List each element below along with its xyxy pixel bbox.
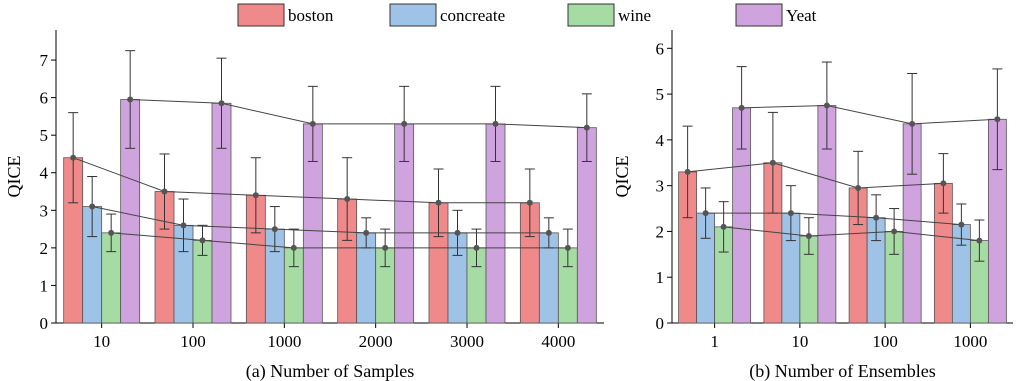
trend-line-concreate bbox=[92, 206, 549, 234]
trend-line-yeat bbox=[130, 98, 587, 129]
y-tick-label: 3 bbox=[656, 177, 665, 196]
legend-swatch-yeat bbox=[735, 3, 783, 27]
legend-swatch-concreate bbox=[389, 3, 437, 27]
trend-line-boston bbox=[687, 162, 944, 189]
trend-point-wine bbox=[720, 223, 727, 230]
trend-point-wine bbox=[891, 228, 898, 235]
y-axis-label: QICE bbox=[4, 156, 24, 198]
y-tick-label: 0 bbox=[656, 314, 665, 333]
y-tick-label: 5 bbox=[656, 85, 665, 104]
y-tick-label: 7 bbox=[40, 51, 49, 70]
trend-line-wine bbox=[111, 232, 568, 249]
trend-point-yeat bbox=[127, 96, 134, 103]
x-tick-label: 2000 bbox=[359, 332, 393, 351]
y-tick-label: 4 bbox=[40, 164, 49, 183]
legend-label-boston: boston bbox=[288, 6, 334, 25]
trend-point-yeat bbox=[218, 100, 225, 107]
trend-point-concreate bbox=[180, 222, 187, 229]
y-tick-label: 2 bbox=[40, 239, 49, 258]
y-axis-label: QICE bbox=[612, 156, 632, 198]
x-axis-label: (a) Number of Samples bbox=[246, 361, 414, 381]
trend-point-concreate bbox=[958, 221, 965, 228]
x-axis-label: (b) Number of Ensembles bbox=[749, 361, 935, 381]
trend-line-boston bbox=[72, 157, 530, 204]
trend-point-wine bbox=[382, 244, 389, 251]
trend-point-yeat bbox=[823, 102, 830, 109]
trend-point-wine bbox=[473, 244, 480, 251]
x-tick-label: 10 bbox=[791, 332, 808, 351]
legend-label-concreate: concreate bbox=[440, 6, 505, 25]
legend-swatch-wine bbox=[567, 3, 615, 27]
trend-point-yeat bbox=[492, 120, 499, 127]
trend-point-concreate bbox=[89, 203, 96, 210]
x-tick-label: 1000 bbox=[953, 332, 987, 351]
trend-point-boston bbox=[940, 180, 947, 187]
y-tick-label: 2 bbox=[656, 222, 665, 241]
trend-point-yeat bbox=[401, 120, 408, 127]
trend-point-concreate bbox=[873, 214, 880, 221]
trend-point-boston bbox=[70, 154, 77, 161]
trend-point-wine bbox=[290, 244, 297, 251]
legend-swatch-boston bbox=[237, 3, 285, 27]
x-tick-label: 10 bbox=[93, 332, 110, 351]
y-tick-label: 3 bbox=[40, 201, 49, 220]
trend-point-concreate bbox=[545, 229, 552, 236]
chart-number-of-ensembles: 0 1 2 3 4 5 6 QICE (b) Number of Ensembles 1 10 100… bbox=[612, 30, 1013, 381]
legend: boston concreate wine Yeat bbox=[237, 3, 817, 27]
trend-point-boston bbox=[344, 196, 351, 203]
trend-point-boston bbox=[252, 192, 259, 199]
trend-point-wine bbox=[108, 229, 115, 236]
y-tick-label: 4 bbox=[656, 131, 665, 150]
trend-point-yeat bbox=[994, 116, 1001, 123]
trend-line-concreate bbox=[705, 212, 962, 226]
y-tick-label: 0 bbox=[40, 314, 49, 333]
legend-label-wine: wine bbox=[618, 6, 651, 25]
y-tick-label: 5 bbox=[40, 126, 49, 145]
x-tick-label: 1 bbox=[710, 332, 719, 351]
trend-line-yeat bbox=[741, 105, 998, 125]
x-tick-label: 100 bbox=[872, 332, 898, 351]
trend-point-wine bbox=[805, 233, 812, 240]
trend-point-yeat bbox=[583, 124, 590, 131]
trend-point-boston bbox=[684, 168, 691, 175]
trend-point-wine bbox=[199, 237, 206, 244]
y-tick-label: 1 bbox=[40, 276, 49, 295]
trend-point-boston bbox=[435, 199, 442, 206]
chart-number-of-samples: 0 1 2 3 4 5 6 7 QICE (a) Number of Samples 10 100 10… bbox=[4, 30, 604, 381]
trend-point-boston bbox=[855, 184, 862, 191]
x-tick-label: 4000 bbox=[541, 332, 575, 351]
trend-point-wine bbox=[976, 237, 983, 244]
trend-point-concreate bbox=[271, 226, 278, 233]
legend-label-yeat: Yeat bbox=[786, 6, 817, 25]
trend-line-wine bbox=[723, 226, 980, 242]
trend-point-concreate bbox=[363, 229, 370, 236]
x-tick-label: 1000 bbox=[267, 332, 301, 351]
trend-point-boston bbox=[526, 199, 533, 206]
y-tick-label: 1 bbox=[656, 268, 665, 287]
trend-point-concreate bbox=[702, 210, 709, 217]
y-tick-label: 6 bbox=[40, 89, 49, 108]
x-tick-label: 3000 bbox=[450, 332, 484, 351]
trend-point-wine bbox=[564, 244, 571, 251]
trend-point-concreate bbox=[787, 210, 794, 217]
trend-point-boston bbox=[161, 188, 168, 195]
trend-point-yeat bbox=[909, 120, 916, 127]
trend-point-yeat bbox=[309, 120, 316, 127]
x-tick-label: 100 bbox=[180, 332, 206, 351]
y-tick-label: 6 bbox=[656, 39, 665, 58]
trend-point-yeat bbox=[738, 104, 745, 111]
trend-point-concreate bbox=[454, 229, 461, 236]
trend-point-boston bbox=[769, 159, 776, 166]
